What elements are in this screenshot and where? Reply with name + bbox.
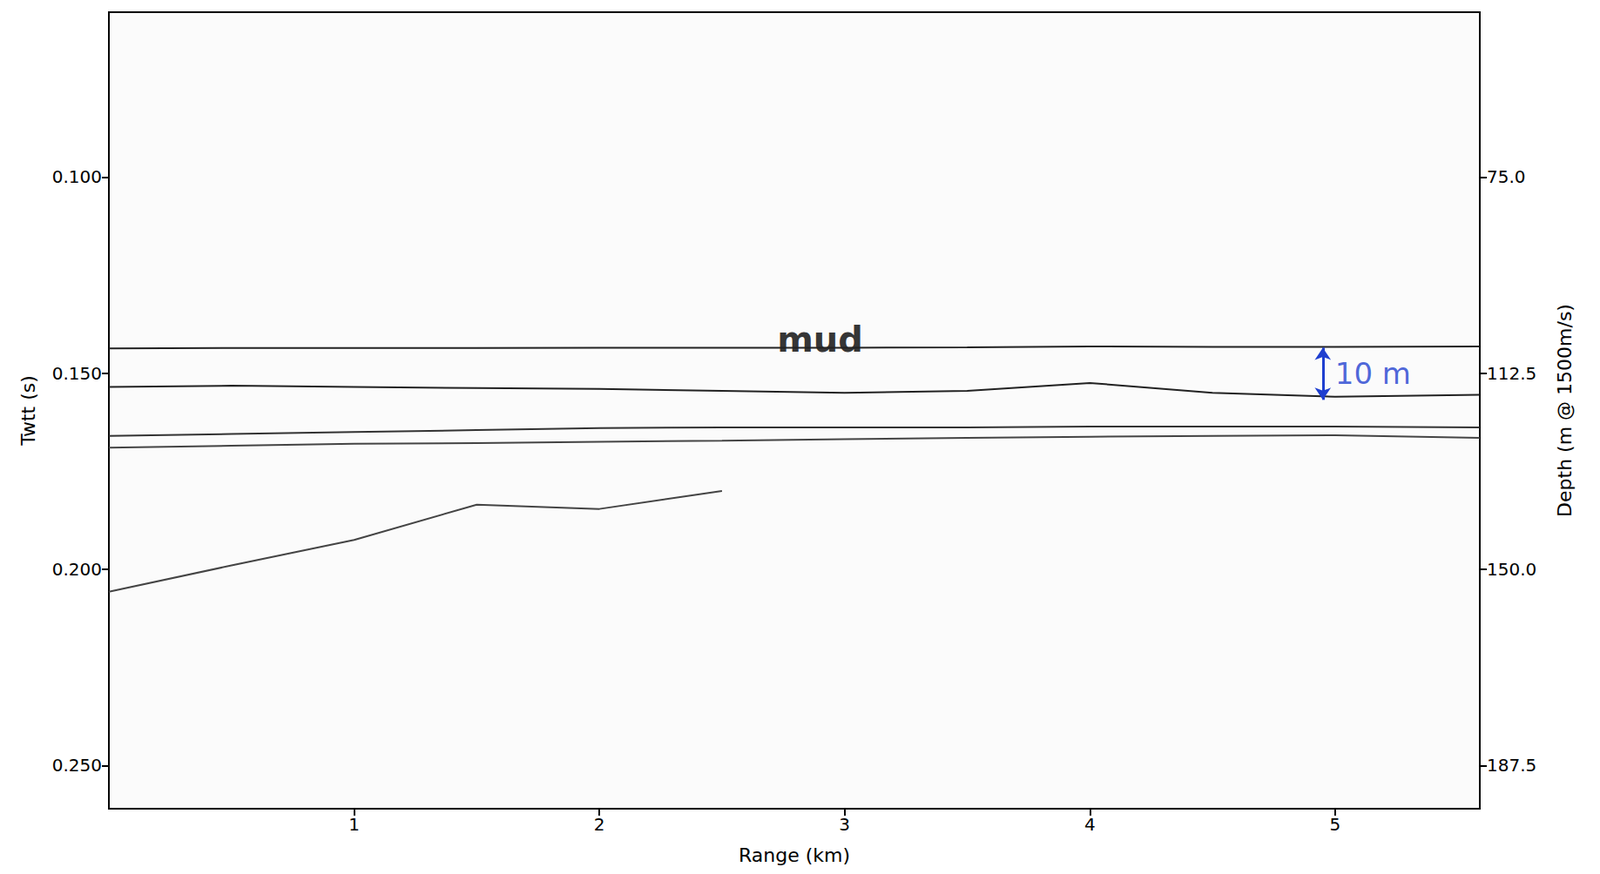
svg-text:mud: mud [776,319,864,360]
svg-text:Range (km): Range (km) [738,844,851,867]
svg-text:1: 1 [348,814,360,836]
svg-text:0.150: 0.150 [52,363,102,385]
svg-text:5: 5 [1329,814,1342,836]
svg-text:0.100: 0.100 [52,166,102,188]
svg-text:75.0: 75.0 [1486,166,1526,188]
svg-text:Twtt (s): Twtt (s) [17,375,40,447]
svg-text:3: 3 [838,814,851,836]
svg-text:0.200: 0.200 [52,559,102,581]
svg-text:Depth (m @ 1500m/s): Depth (m @ 1500m/s) [1553,303,1576,518]
svg-text:10 m: 10 m [1335,356,1411,392]
svg-text:2: 2 [594,814,606,836]
svg-text:4: 4 [1084,814,1096,836]
svg-text:112.5: 112.5 [1486,363,1537,385]
svg-text:150.0: 150.0 [1486,559,1537,581]
svg-text:0.250: 0.250 [52,755,102,777]
svg-text:187.5: 187.5 [1486,755,1537,777]
